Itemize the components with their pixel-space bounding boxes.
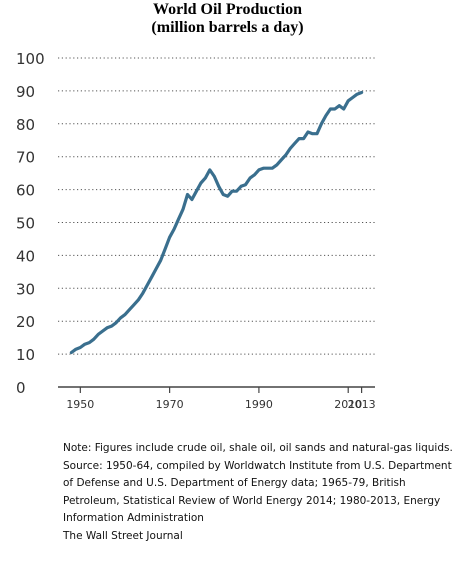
series-lines: [69, 90, 364, 355]
x-tick-label-1950: 1950: [66, 398, 94, 411]
y-tick-label-60: 60: [16, 182, 35, 200]
line-chart: 0 10 20 30 40 50 60 70 80 90 100 1950 1970 1990 20102…: [16, 50, 376, 411]
y-axis-tick-labels: 0 10 20 30 40 50 60 70 80 90 100: [16, 50, 45, 397]
y-tick-label-80: 80: [16, 116, 35, 134]
y-tick-label-40: 40: [16, 247, 35, 265]
x-tick-label-2013: 2013: [348, 398, 376, 411]
y-tick-label-70: 70: [16, 149, 35, 167]
note-line-4: Petroleum, Statistical Review of World E…: [63, 494, 441, 507]
note-line-6: The Wall Street Journal: [63, 529, 183, 542]
x-tick-label-1970: 1970: [156, 398, 184, 411]
x-tick-label-2010: 2010: [334, 398, 362, 411]
note-line-3: of Defense and U.S. Department of Energy…: [63, 477, 406, 489]
y-tick-label-50: 50: [16, 215, 35, 233]
note-line-2: Source: 1950-64, compiled by Worldwatch …: [63, 459, 452, 472]
gridlines: [58, 57, 375, 355]
y-tick-label-30: 30: [16, 280, 35, 298]
x-tick-label-1990: 1990: [245, 398, 273, 411]
y-tick-label-20: 20: [16, 313, 35, 331]
chart-subtitle: (million barrels a day): [151, 19, 304, 36]
y-tick-label-100: 100: [16, 50, 45, 68]
y-tick-label-90: 90: [16, 83, 35, 101]
y-tick-label-0: 0: [16, 379, 26, 397]
y-tick-label-10: 10: [16, 346, 35, 364]
series-line-0: [69, 90, 364, 355]
note-line-1: Note: Figures include crude oil, shale o…: [63, 442, 453, 454]
note-line-5: Information Administration: [63, 512, 204, 524]
chart-title: World Oil Production: [152, 1, 303, 18]
